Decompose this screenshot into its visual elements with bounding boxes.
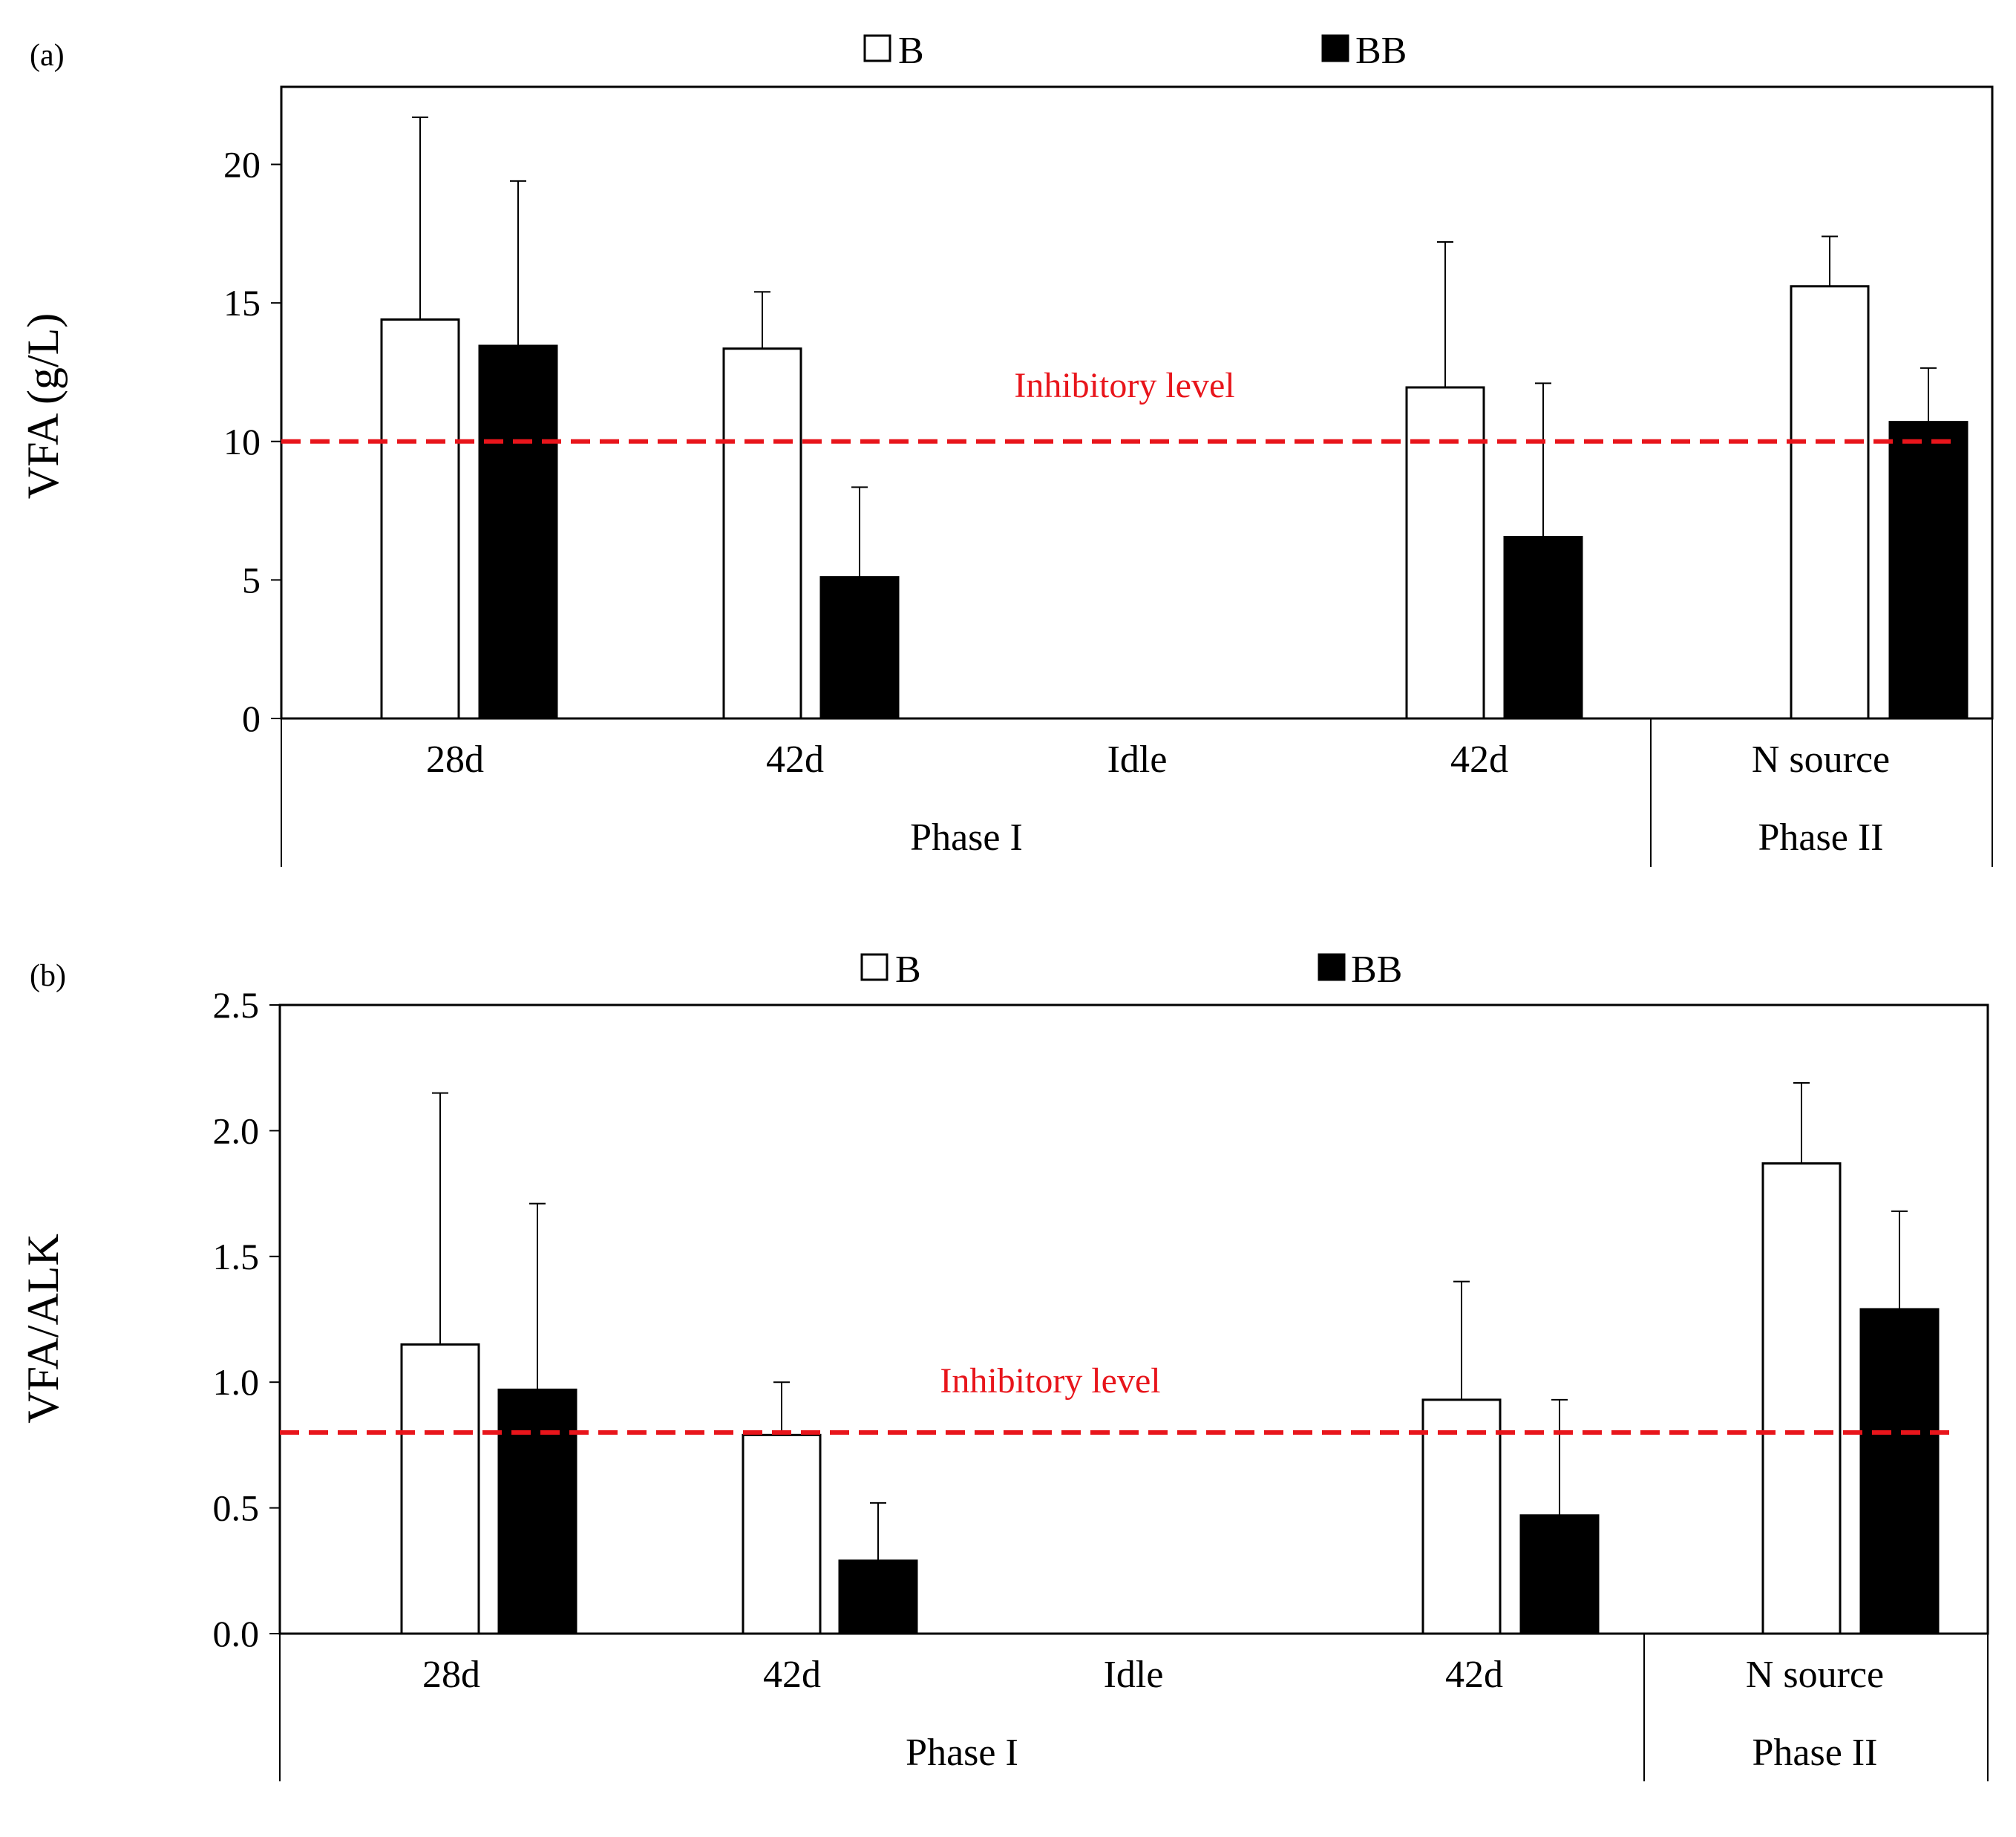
category-label: 42d [766, 739, 824, 781]
y-tick-label: 1.5 [213, 1236, 260, 1277]
bar-bb-42d [1503, 536, 1583, 720]
y-tick-label: 20 [223, 144, 261, 186]
bar-bb-28d [497, 1388, 577, 1635]
y-tick-label: 1.0 [213, 1361, 260, 1403]
panel-b: 0.0 0.5 1.0 1.5 2.0 2.5 VFA/ALK (b) Inhibitory l… [19, 949, 1989, 1781]
bar-bb-42d [838, 1559, 918, 1635]
group-label: Phase I [906, 1732, 1018, 1774]
y-tick-label: 0.5 [213, 1487, 260, 1529]
y-tick-label: 10 [223, 421, 261, 462]
bar-bb-42d [819, 576, 900, 720]
category-label: Idle [1107, 739, 1168, 781]
y-tick-label: 2.5 [213, 984, 260, 1026]
y-tick-label: 2.0 [213, 1110, 260, 1151]
bar-b-28d [380, 318, 460, 720]
bar-bb-28d [478, 344, 558, 720]
panel-label: (a) [30, 39, 65, 73]
bar-b-n-source [1761, 1162, 1842, 1635]
inhibitory-level-label: Inhibitory level [1014, 366, 1234, 405]
group-label: Phase II [1752, 1732, 1878, 1774]
y-tick-label: 0.0 [213, 1613, 260, 1654]
legend-swatch-bb [1321, 34, 1349, 62]
legend-label-bb: BB [1351, 949, 1402, 991]
category-label: N source [1752, 739, 1890, 781]
inhibitory-level-label: Inhibitory level [940, 1361, 1160, 1401]
panel-a: 0 5 10 15 20 VFA (g/L) (a) Inhibitory level 28d 4… [19, 30, 1994, 867]
bar-bb-n-source [1859, 1308, 1940, 1635]
plot-area [278, 1003, 1989, 1635]
category-label: N source [1746, 1654, 1884, 1696]
bar-bb-42d [1519, 1514, 1600, 1635]
bar-b-n-source [1790, 285, 1870, 720]
y-axis-label: VFA (g/L) [19, 313, 68, 500]
y-tick-label: 0 [242, 698, 261, 739]
y-axis-label: VFA/ALK [19, 1234, 68, 1424]
y-tick-label: 15 [223, 282, 261, 324]
legend-label-b: B [898, 30, 924, 72]
legend-label-b: B [895, 949, 921, 991]
category-label: 42d [1445, 1654, 1503, 1696]
bar-b-42d [1405, 386, 1485, 720]
group-label: Phase II [1758, 816, 1884, 859]
bar-b-42d [1421, 1398, 1502, 1635]
category-label: Idle [1104, 1654, 1164, 1696]
panel-label: (b) [30, 959, 66, 993]
y-tick-label: 5 [242, 559, 261, 600]
category-label: 28d [422, 1654, 480, 1696]
category-label: 28d [426, 739, 484, 781]
legend-swatch-bb [1318, 953, 1346, 981]
bar-b-42d [742, 1433, 822, 1635]
category-label: 42d [763, 1654, 821, 1696]
bar-bb-n-source [1888, 421, 1968, 720]
legend-label-bb: BB [1355, 30, 1407, 72]
group-label: Phase I [910, 816, 1023, 859]
legend-swatch-b [863, 34, 891, 62]
bar-b-28d [400, 1343, 480, 1635]
legend-swatch-b [860, 953, 888, 981]
category-label: 42d [1450, 739, 1508, 781]
bar-b-42d [722, 347, 802, 720]
plot-area [280, 85, 1994, 720]
